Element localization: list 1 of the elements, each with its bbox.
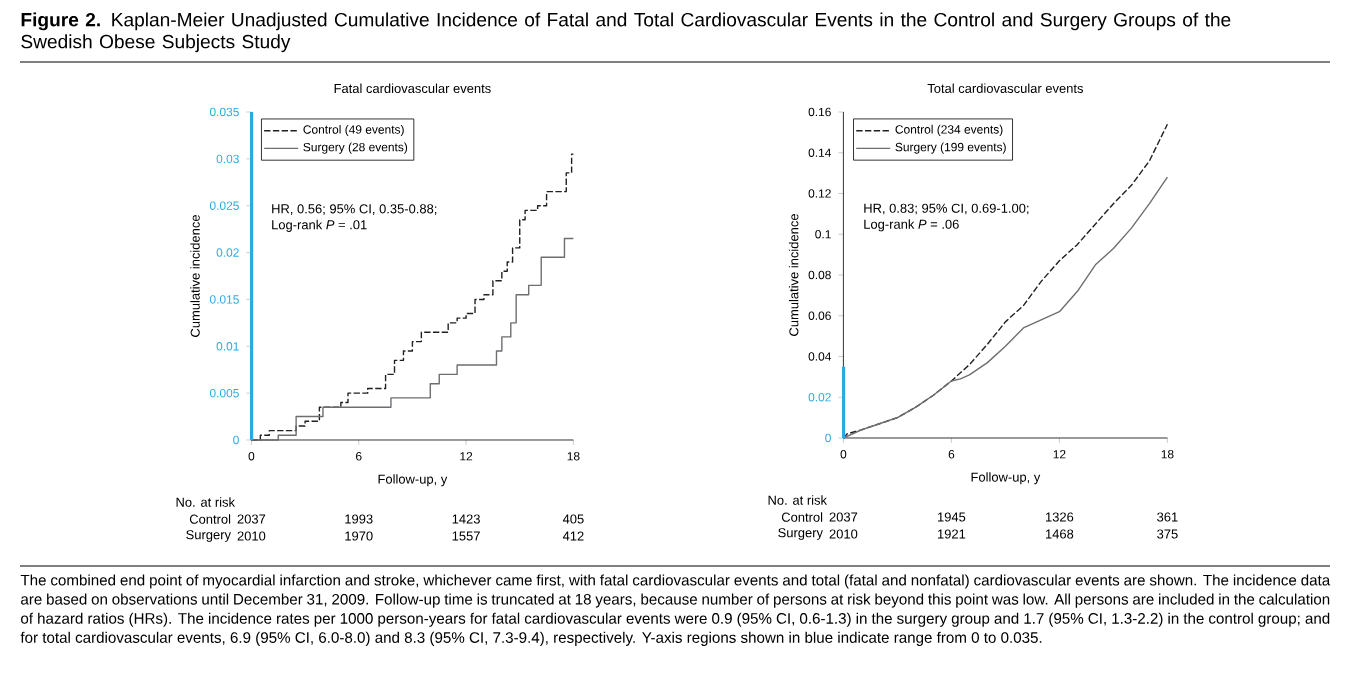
text: Figure 2. Kaplan-Meier Unadjusted Cumulative Incidence of Fatal and Total Cardiovascular Events in the Control and Surgery Groups of the Swedish Obese Subjects Study [21, 12, 1231, 53]
